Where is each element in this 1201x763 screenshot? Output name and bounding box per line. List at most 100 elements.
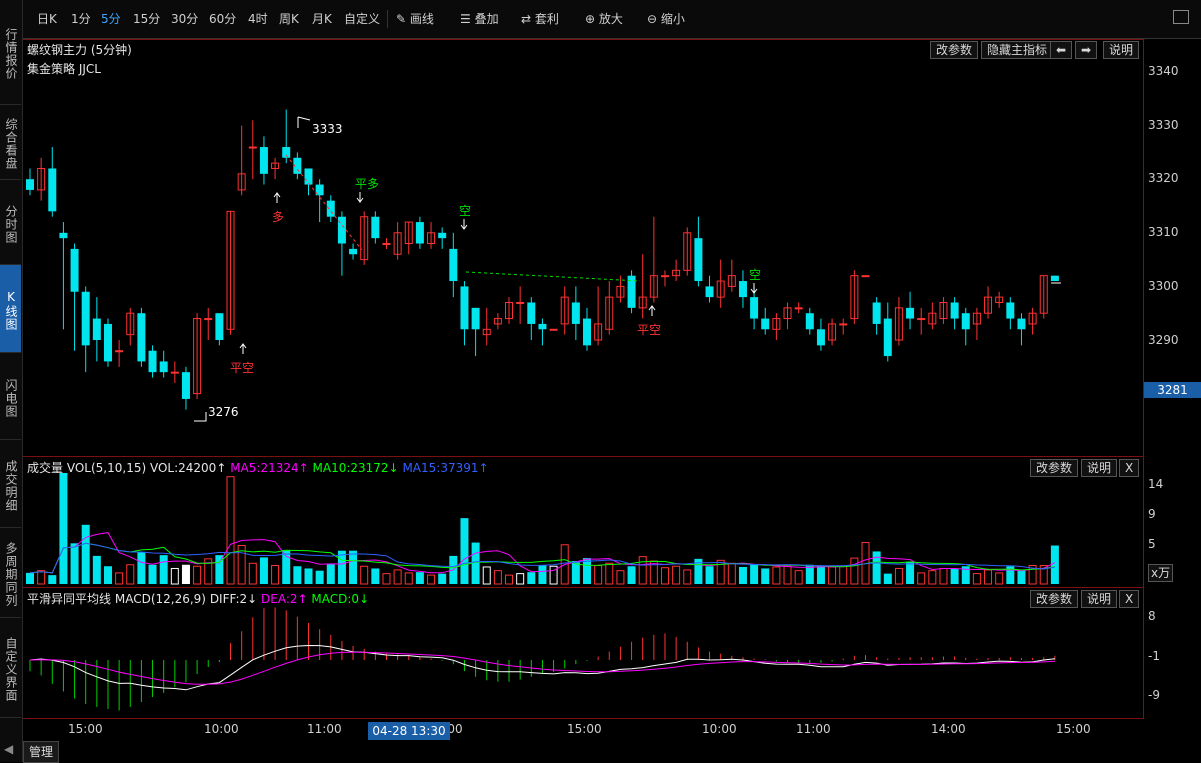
volume-bar [672, 565, 681, 585]
time-axis-divider [23, 718, 1144, 719]
volume-bar [382, 573, 391, 585]
main-help-button[interactable]: 说明 [1103, 41, 1140, 59]
sidebar-item-kline[interactable]: K线图 [0, 265, 21, 353]
sidebar-item-timeshare[interactable]: 分时图 [0, 180, 21, 265]
period-30min[interactable]: 30分 [171, 12, 199, 26]
volume-bar [237, 545, 246, 585]
signal-close-short: 平空 [637, 323, 662, 337]
macd-title: 平滑异同平均线 [27, 592, 112, 606]
period-1min[interactable]: 1分 [71, 12, 91, 26]
macd-params-button[interactable]: 改参数 [1030, 590, 1079, 608]
macd-value: MACD:0↓ [311, 592, 370, 606]
volume-bar [81, 524, 90, 584]
candle-body [538, 323, 547, 330]
main-chart-pane[interactable] [23, 39, 1144, 457]
high-price-label: 3333 [312, 122, 343, 136]
candle-body [1006, 302, 1015, 319]
volume-bar [738, 566, 747, 584]
sidebar-item-lightning[interactable]: 闪电图 [0, 353, 21, 440]
volume-params-button[interactable]: 改参数 [1030, 459, 1079, 477]
volume-bar [928, 570, 937, 585]
candle-body [783, 307, 792, 320]
volume-bar [204, 558, 213, 585]
hide-indicator-button[interactable]: 隐藏主指标 [981, 41, 1054, 59]
volume-bar [828, 566, 837, 585]
volume-bar [126, 564, 135, 585]
main-params-button[interactable]: 改参数 [930, 41, 979, 59]
manage-button[interactable]: 管理 [23, 741, 60, 763]
time-label: 11:00 [307, 722, 342, 736]
candle-body [393, 232, 402, 255]
sidebar-item-custom[interactable]: 自定义界面 [0, 618, 21, 718]
period-monthly[interactable]: 月K [312, 12, 332, 26]
candle-body [794, 307, 803, 310]
sidebar-item-trade-detail[interactable]: 成交明细 [0, 440, 21, 528]
candle-body [761, 318, 770, 330]
volume-bar [705, 566, 714, 584]
volume-bar [26, 572, 34, 584]
period-5min[interactable]: 5分 [101, 12, 121, 26]
volume-bar [1028, 565, 1037, 585]
left-sidebar: 行情报价 综合看盘 分时图 K线图 闪电图 成交明细 多周期同列 自定义界面 ◀ [0, 0, 23, 762]
sidebar-item-overview[interactable]: 综合看盘 [0, 105, 21, 180]
draw-line-button[interactable]: ✎ 画线 [396, 10, 434, 28]
candle-body [627, 275, 636, 308]
candle-body [894, 307, 903, 341]
candle-body [917, 318, 926, 321]
volume-bar [772, 566, 781, 585]
volume-pane[interactable] [23, 456, 1144, 587]
candle-body [204, 318, 213, 321]
macd-pane[interactable] [23, 587, 1144, 719]
volume-unit-label[interactable]: x万 [1148, 564, 1174, 582]
volume-bar [471, 542, 480, 584]
macd-help-button[interactable]: 说明 [1081, 590, 1118, 608]
volume-help-button[interactable]: 说明 [1081, 459, 1118, 477]
volume-bar [337, 550, 346, 584]
candle-body [549, 328, 558, 331]
volume-bar [349, 550, 358, 584]
candle-body [92, 318, 101, 340]
volume-bar [37, 570, 46, 585]
overlay-button[interactable]: ☰ 叠加 [460, 10, 499, 28]
candle-body [137, 313, 146, 362]
volume-bar [170, 567, 179, 585]
volume-bar [1039, 565, 1048, 585]
macd-y-tick: 8 [1148, 609, 1156, 623]
period-daily[interactable]: 日K [37, 12, 57, 26]
period-weekly[interactable]: 周K [279, 12, 299, 26]
volume-bar [850, 557, 859, 585]
candle-body [816, 329, 825, 346]
period-15min[interactable]: 15分 [133, 12, 161, 26]
volume-bar [950, 568, 959, 584]
candle-body [304, 168, 313, 185]
candle-body [181, 372, 190, 399]
volume-close-button[interactable]: X [1119, 459, 1140, 477]
candle-body [1039, 275, 1048, 314]
period-custom[interactable]: 自定义 [344, 12, 381, 26]
macd-dea: DEA:2↑ [261, 592, 308, 606]
candle-body [26, 179, 34, 190]
candle-body [716, 280, 725, 298]
period-4h[interactable]: 4时 [248, 12, 268, 26]
sidebar-item-multi-period[interactable]: 多周期同列 [0, 528, 21, 618]
macd-close-button[interactable]: X [1119, 590, 1140, 608]
arbitrage-button[interactable]: ⇄ 套利 [521, 10, 559, 28]
zoom-out-button[interactable]: ⊖ 缩小 [647, 10, 685, 28]
maximize-icon[interactable] [1173, 10, 1189, 24]
sidebar-collapse-icon[interactable]: ◀ [4, 742, 14, 756]
zoom-in-button[interactable]: ⊕ 放大 [585, 10, 623, 28]
candle-body [616, 285, 625, 298]
candle-body [193, 318, 202, 395]
volume-bar [694, 558, 703, 584]
period-60min[interactable]: 60分 [209, 12, 237, 26]
zoom-out-icon: ⊖ [647, 12, 658, 26]
arrow-right-icon[interactable]: ➡ [1075, 41, 1098, 59]
candle-body [594, 323, 603, 341]
candle-body [961, 313, 970, 330]
arrow-left-icon[interactable]: ⬅ [1050, 41, 1073, 59]
sidebar-item-quotes[interactable]: 行情报价 [0, 0, 21, 105]
volume-bar [59, 473, 68, 584]
volume-bar [516, 573, 525, 585]
time-label: 15:00 [68, 722, 103, 736]
